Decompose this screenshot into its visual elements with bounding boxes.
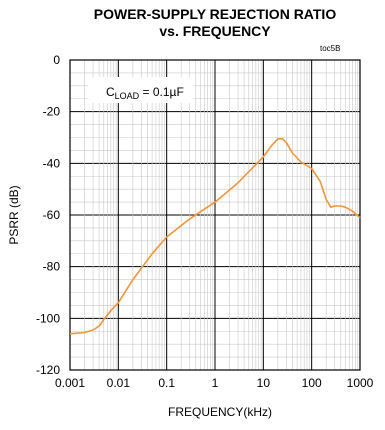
x-tick-label: 100 xyxy=(302,376,322,390)
x-tick-label: 0.1 xyxy=(158,376,175,390)
x-tick-label: 0.001 xyxy=(55,376,85,390)
annotation-box xyxy=(88,77,193,103)
y-tick-label: -20 xyxy=(43,105,61,119)
y-tick-label: -100 xyxy=(36,311,60,325)
x-tick-label: 10 xyxy=(257,376,271,390)
x-tick-labels: 0.001 0.01 0.1 1 10 100 1000 xyxy=(55,376,374,390)
x-tick-label: 1 xyxy=(212,376,219,390)
y-tick-label: 0 xyxy=(53,53,60,67)
chart-title-line-2: vs. FREQUENCY xyxy=(159,23,271,39)
y-tick-label: -40 xyxy=(43,156,61,170)
annotation-text: CLOAD = 0.1µF xyxy=(106,85,184,101)
x-tick-label: 1000 xyxy=(347,376,374,390)
y-axis-label: PSRR (dB) xyxy=(7,185,21,244)
x-axis-label: FREQUENCY(kHz) xyxy=(168,405,272,419)
annotation-rest: = 0.1µF xyxy=(139,85,184,99)
x-tick-label: 0.01 xyxy=(107,376,131,390)
grid-lines xyxy=(69,59,360,371)
y-tick-label: -60 xyxy=(43,208,61,222)
annotation-main: C xyxy=(106,85,115,99)
y-tick-labels: 0 -20 -40 -60 -80 -100 -120 xyxy=(36,53,60,377)
annotation: CLOAD = 0.1µF xyxy=(88,77,193,103)
chart-title-line-1: POWER-SUPPLY REJECTION RATIO xyxy=(93,6,337,22)
plot-frame xyxy=(69,59,361,371)
psrr-series-line xyxy=(69,138,361,335)
annotation-subscript: LOAD xyxy=(115,91,140,101)
figure-tag: toc5B xyxy=(320,44,341,53)
y-tick-label: -80 xyxy=(43,260,61,274)
y-tick-label: -120 xyxy=(36,363,60,377)
